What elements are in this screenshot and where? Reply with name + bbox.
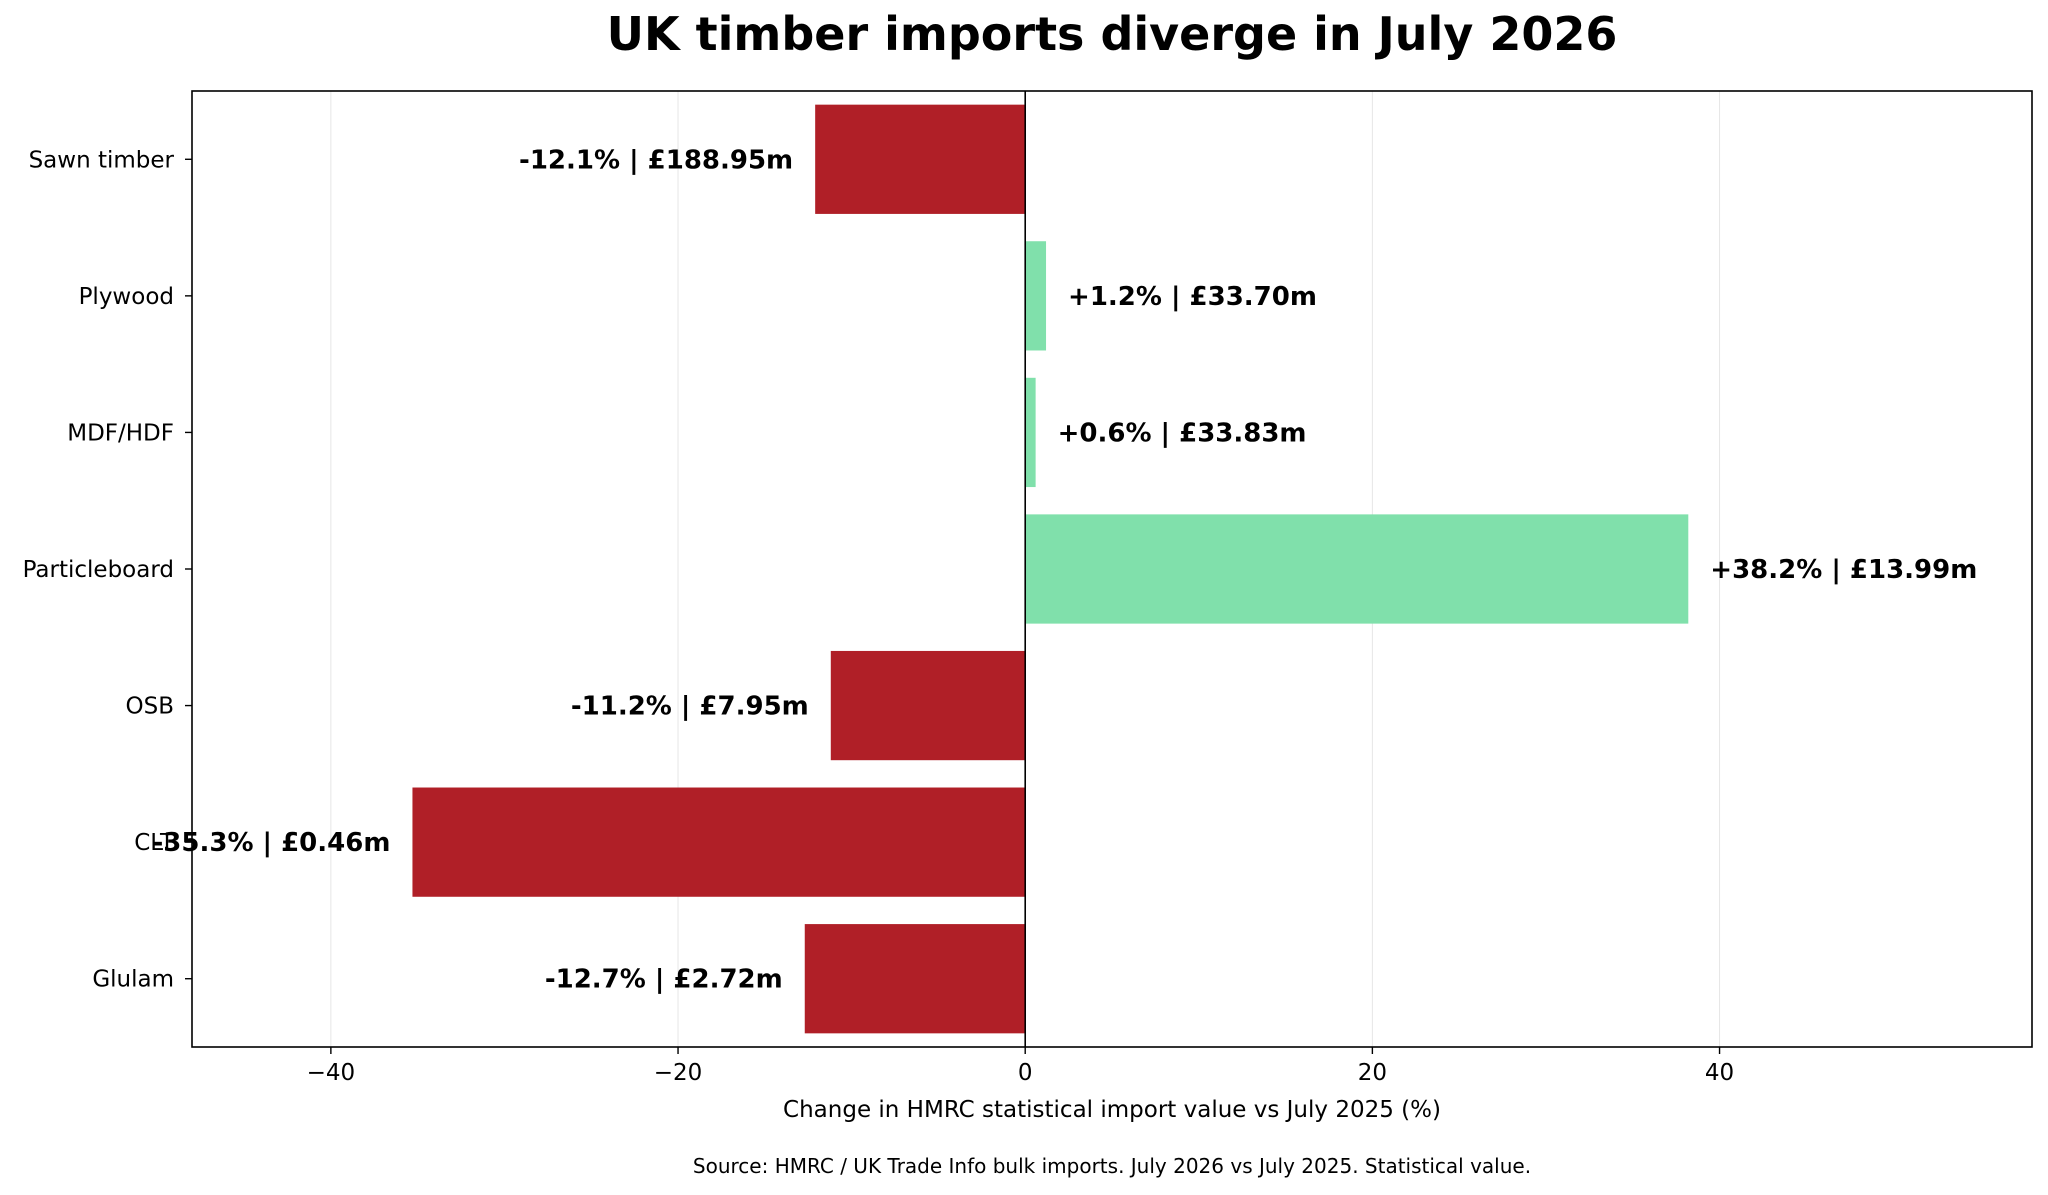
source-note: Source: HMRC / UK Trade Info bulk import… (693, 1154, 1531, 1178)
bar-value-label: -12.7% | £2.72m (545, 965, 783, 995)
y-tick-label: Particleboard (23, 557, 174, 583)
y-tick-label: Sawn timber (29, 147, 175, 173)
y-tick-label: Glulam (92, 967, 174, 993)
bar (1025, 377, 1036, 488)
bars (412, 104, 1689, 1034)
y-axis: Sawn timber Plywood MDF/HDF Particleboard OS… (23, 147, 192, 993)
y-tick-label: OSB (126, 694, 174, 720)
bar (830, 650, 1026, 761)
x-tick-label: 0 (1018, 1060, 1033, 1086)
bar-value-label: +0.6% | £33.83m (1058, 418, 1307, 448)
y-tick-label: Plywood (79, 284, 174, 310)
x-tick-label: 20 (1358, 1060, 1387, 1086)
bar (815, 104, 1026, 214)
bar-value-label: -35.3% | £0.46m (153, 828, 391, 858)
x-tick-label: −40 (307, 1060, 356, 1086)
y-tick-label: CLT (134, 830, 175, 856)
bar (412, 787, 1026, 897)
bar-value-label: +1.2% | £33.70m (1068, 282, 1317, 312)
chart-title: UK timber imports diverge in July 2026 (607, 7, 1618, 61)
bar-value-label: -12.1% | £188.95m (519, 145, 793, 175)
y-tick-label: MDF/HDF (67, 420, 174, 446)
bar (1025, 241, 1047, 351)
x-axis-label: Change in HMRC statistical import value … (783, 1097, 1441, 1123)
x-axis: −40 −20 0 20 40 (307, 1047, 1734, 1086)
x-tick-label: 40 (1705, 1060, 1734, 1086)
bar-value-label: +38.2% | £13.99m (1710, 555, 1977, 585)
bar-value-labels: -12.1% | £188.95m +1.2% | £33.70m +0.6% | … (153, 145, 1978, 994)
x-tick-label: −20 (654, 1060, 703, 1086)
bar (804, 924, 1026, 1034)
bar (1025, 514, 1689, 624)
bar-value-label: -11.2% | £7.95m (571, 692, 809, 722)
